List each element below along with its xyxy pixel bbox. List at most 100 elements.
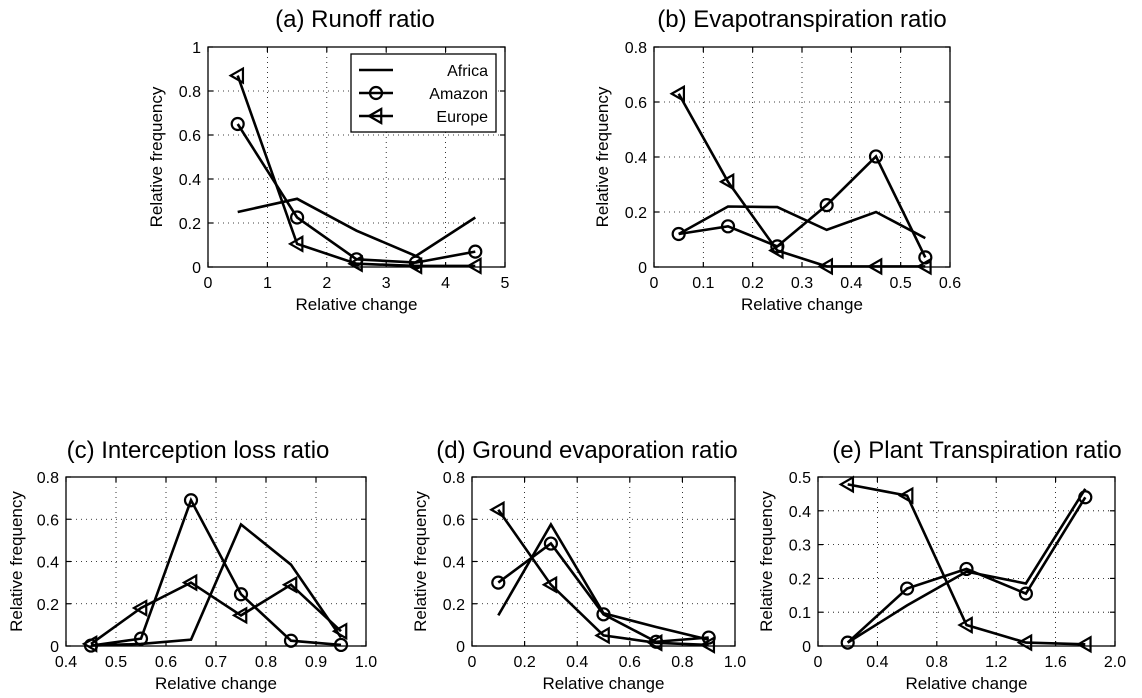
x-tick-label: 0.2 [513, 654, 535, 671]
x-tick-label: 1.0 [724, 654, 746, 671]
x-axis-label: Relative change [543, 674, 665, 693]
series-africa [497, 521, 710, 641]
data-point-amazon [468, 244, 483, 259]
x-tick-label: 1.0 [355, 654, 377, 671]
y-tick-label: 0.1 [789, 605, 811, 622]
series-europe [669, 84, 932, 276]
series-africa [237, 197, 477, 258]
data-point-europe [406, 257, 423, 275]
chart-panel-2: 0 0.1 0.2 0.3 0.4 0.5 0.6 0 0.2 0.4 0.6 0.8 (b) Evap… [593, 6, 961, 314]
data-point-amazon [720, 219, 736, 234]
x-tick-label: 0 [814, 654, 823, 671]
data-point-europe [228, 66, 245, 85]
series-line-amazon [497, 541, 709, 644]
x-tick-label: 0.3 [791, 275, 813, 292]
data-point-europe [897, 486, 914, 505]
y-tick-label: 0.8 [37, 470, 59, 487]
panel-title: (b) Evapotranspiration ratio [657, 6, 946, 33]
data-point-europe [287, 235, 304, 253]
x-tick-label: 4 [441, 275, 450, 292]
x-tick-label: 1.2 [985, 654, 1007, 671]
series-line-europe [90, 581, 342, 645]
y-tick-label: 0.4 [789, 504, 811, 521]
y-tick-label: 0 [50, 639, 59, 656]
series-africa [847, 488, 1087, 644]
data-point-amazon [491, 575, 506, 590]
data-point-europe [466, 257, 482, 275]
data-point-europe [817, 257, 834, 276]
y-axis-label: Relative frequency [593, 86, 612, 227]
series-line-europe [677, 93, 926, 268]
x-tick-label: 0.8 [255, 654, 277, 671]
data-point-amazon [183, 493, 199, 508]
x-axis-label: Relative change [741, 295, 863, 314]
y-tick-label: 0 [802, 639, 811, 656]
x-tick-label: 0.7 [205, 654, 227, 671]
legend-marker [368, 85, 384, 101]
y-tick-label: 1 [192, 40, 201, 57]
x-tick-label: 0.5 [105, 654, 127, 671]
data-point-europe [669, 84, 686, 103]
series-africa [90, 522, 343, 647]
legend: Africa Amazon Europe [350, 53, 497, 133]
data-point-amazon [290, 210, 305, 225]
plot-frame [65, 476, 367, 647]
y-tick-label: 0.8 [443, 470, 465, 487]
x-tick-label: 0.5 [890, 275, 912, 292]
data-point-europe [331, 622, 348, 641]
data-point-europe [541, 575, 558, 594]
x-tick-label: 0.6 [619, 654, 641, 671]
x-tick-label: 0.4 [55, 654, 77, 671]
y-axis-label: Relative frequency [7, 491, 26, 632]
data-point-amazon [543, 536, 559, 551]
data-point-europe [231, 606, 248, 625]
data-point-amazon [233, 587, 249, 602]
data-point-amazon [819, 198, 834, 213]
panel-title: (c) Interception loss ratio [67, 437, 330, 464]
series-europe [489, 500, 716, 654]
y-tick-label: 0 [456, 639, 465, 656]
y-axis-label: Relative frequency [147, 86, 166, 227]
legend-label: Amazon [429, 86, 488, 103]
data-point-amazon [596, 607, 611, 622]
x-tick-label: 0.9 [305, 654, 327, 671]
chart-panel-3: 0.4 0.5 0.6 0.7 0.8 0.9 1.0 0 0.2 0.4 0.6 0.8 (c) In… [7, 437, 377, 693]
y-tick-label: 0.2 [789, 571, 811, 588]
y-axis-label: Relative frequency [411, 491, 430, 632]
chart-panel-1: 0 1 2 3 4 5 0 0.2 0.4 0.6 0.8 1 (a) Runoff ratio Rela… [147, 6, 510, 314]
data-point-amazon [283, 633, 299, 648]
series-europe [838, 475, 1092, 654]
series-line-europe [236, 75, 476, 268]
series-amazon [671, 149, 933, 265]
x-tick-label: 0 [468, 654, 477, 671]
series-amazon [83, 493, 349, 653]
data-point-europe [594, 626, 610, 645]
data-point-amazon [230, 116, 245, 132]
data-point-europe [866, 257, 883, 276]
y-tick-label: 0.6 [443, 512, 465, 529]
legend-label: Africa [447, 63, 488, 80]
y-tick-label: 0.5 [789, 470, 811, 487]
series-line-africa [497, 521, 710, 641]
y-axis-label: Relative frequency [757, 491, 776, 632]
series-europe [228, 66, 482, 275]
y-tick-label: 0.3 [789, 538, 811, 555]
x-tick-label: 0 [204, 275, 213, 292]
series-africa [678, 205, 926, 240]
x-tick-label: 0.1 [692, 275, 714, 292]
data-point-europe [1016, 633, 1033, 652]
x-tick-label: 0 [650, 275, 659, 292]
series-line-africa [678, 205, 926, 240]
data-point-amazon [899, 581, 915, 596]
y-tick-label: 0 [638, 260, 647, 277]
data-point-europe [768, 241, 784, 260]
x-tick-label: 1.6 [1044, 654, 1066, 671]
data-point-amazon [133, 631, 149, 646]
series-europe [81, 573, 348, 653]
y-tick-label: 0.4 [37, 555, 59, 572]
plot-frame [817, 476, 1116, 647]
y-tick-label: 0.2 [179, 216, 201, 233]
series-line-amazon [846, 496, 1087, 644]
panel-title: (e) Plant Transpiration ratio [832, 437, 1121, 464]
